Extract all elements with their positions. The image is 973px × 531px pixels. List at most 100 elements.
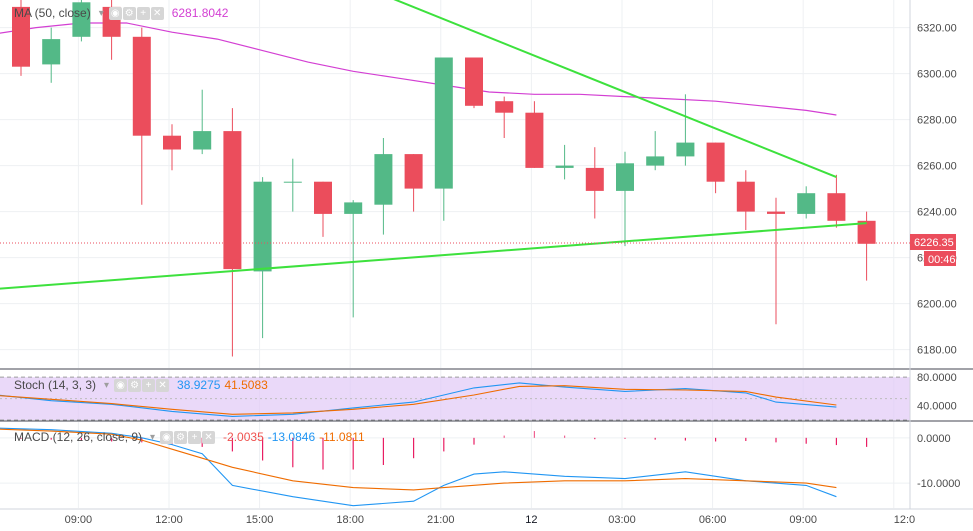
ma-50-line	[0, 22, 837, 116]
candle	[404, 154, 423, 212]
candle	[585, 147, 604, 219]
price-axis-label: 6300.00	[917, 69, 957, 81]
macd-legend-value: -13.0846	[267, 430, 316, 444]
stoch-legend-controls: ▾ ◉ ⚙ + ✕	[100, 378, 170, 392]
plus-icon[interactable]: +	[188, 430, 202, 444]
candle	[646, 131, 665, 171]
price-axis-label: 6280.00	[917, 115, 957, 127]
candle-body	[736, 181, 755, 212]
plus-icon[interactable]: +	[136, 6, 150, 20]
macd-legend-value: -2.0035	[223, 430, 264, 444]
eye-icon[interactable]: ◉	[114, 378, 128, 392]
candle-body	[72, 2, 91, 37]
candle-body	[12, 6, 30, 67]
stoch-legend-value: 41.5083	[224, 378, 268, 392]
stoch-axis-label: 80.0000	[917, 372, 957, 384]
eye-icon[interactable]: ◉	[108, 6, 122, 20]
candle-body	[434, 57, 453, 189]
trendline-lower	[0, 222, 867, 290]
candle	[616, 151, 634, 247]
macd-axis-label: 0.0000	[917, 433, 951, 445]
candle-body	[585, 167, 604, 191]
time-axis-label: 09:00	[65, 514, 93, 526]
plus-icon[interactable]: +	[142, 378, 156, 392]
close-icon[interactable]: ✕	[202, 430, 216, 444]
candle	[253, 177, 272, 339]
ma-legend: MA (50, close) ▾ ◉ ⚙ + ✕ 6281.8042	[14, 6, 228, 20]
countdown-value: 00:46	[928, 254, 956, 266]
chevron-down-icon[interactable]: ▾	[150, 431, 156, 443]
macd-line	[0, 427, 837, 507]
candle-body	[797, 193, 816, 214]
time-axis-label: 12	[525, 514, 537, 526]
close-icon[interactable]: ✕	[150, 6, 164, 20]
candle	[767, 197, 785, 325]
macd-axis-label: -10.0000	[917, 478, 960, 490]
candle	[797, 186, 816, 219]
ma-legend-controls: ▾ ◉ ⚙ + ✕	[95, 6, 164, 20]
time-axis-label: 21:00	[427, 514, 455, 526]
candle	[374, 138, 393, 235]
trendline-upper	[393, 0, 837, 179]
macd-legend-controls: ▾ ◉ ⚙ + ✕	[146, 430, 216, 444]
stoch-legend-value: 38.9275	[177, 378, 221, 392]
candle	[857, 211, 876, 281]
candle	[495, 96, 514, 138]
candle-body	[676, 142, 695, 157]
stoch-legend: Stoch (14, 3, 3) ▾ ◉ ⚙ + ✕ 38.9275 41.5083	[14, 378, 268, 392]
time-axis-label: 15:00	[246, 514, 274, 526]
chevron-down-icon[interactable]: ▾	[98, 7, 104, 19]
price-axis-label: 6180.00	[917, 345, 957, 357]
candle-body	[314, 181, 332, 214]
macd-legend-name: MACD (12, 26, close, 9)	[14, 430, 143, 444]
candle	[736, 170, 755, 230]
gear-icon[interactable]: ⚙	[128, 378, 142, 392]
stoch-line	[0, 385, 837, 415]
candle-body	[163, 135, 181, 150]
candle	[223, 108, 242, 357]
candle	[314, 181, 332, 237]
candle	[163, 124, 181, 171]
chevron-down-icon[interactable]: ▾	[104, 379, 110, 391]
last-price-badge	[910, 233, 956, 250]
eye-icon[interactable]: ◉	[160, 430, 174, 444]
time-axis-label: 12:00	[155, 514, 183, 526]
gear-icon[interactable]: ⚙	[122, 6, 136, 20]
candle-body	[374, 154, 393, 205]
candle	[706, 142, 725, 194]
candle-body	[193, 131, 212, 150]
candle-body	[253, 181, 272, 272]
macd-line	[0, 428, 837, 491]
ma-legend-value: 6281.8042	[171, 6, 229, 20]
candle-body	[525, 112, 544, 168]
macd-legend-value: -11.0811	[319, 430, 365, 444]
candle	[434, 57, 453, 221]
price-axis-label: 6260.00	[917, 161, 957, 173]
candle	[525, 101, 544, 168]
candle	[193, 89, 212, 155]
candle	[12, 0, 30, 76]
time-axis-label: 03:00	[608, 514, 636, 526]
candle	[132, 27, 151, 205]
stoch-axis-label: 40.0000	[917, 401, 957, 413]
candle-body	[616, 163, 634, 191]
price-axis-label: 6240.00	[917, 207, 957, 219]
ma-legend-values: 6281.8042	[168, 6, 229, 20]
candle-body	[344, 202, 363, 214]
last-price-value: 6226.35	[914, 237, 954, 249]
candle	[555, 144, 574, 180]
candle-body	[646, 156, 665, 166]
price-axis-label: 6200.00	[917, 299, 957, 311]
candle-body	[283, 181, 302, 183]
gear-icon[interactable]: ⚙	[174, 430, 188, 444]
candle-body	[706, 142, 725, 182]
time-axis-label: 06:00	[699, 514, 727, 526]
candle	[42, 27, 61, 83]
price-axis-label: 6320.00	[917, 23, 957, 35]
stoch-legend-name: Stoch (14, 3, 3)	[14, 378, 97, 392]
time-axis-label: 09:00	[789, 514, 817, 526]
candle-body	[495, 101, 514, 113]
close-icon[interactable]: ✕	[156, 378, 170, 392]
candle	[827, 174, 846, 228]
